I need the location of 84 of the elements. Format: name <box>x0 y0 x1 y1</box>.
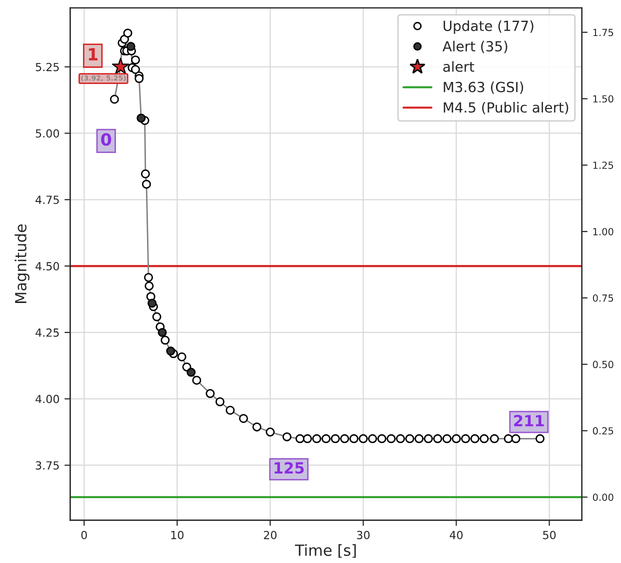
legend-label: alert <box>443 61 474 72</box>
legend-label: Alert (35) <box>442 40 508 54</box>
point <box>152 312 162 322</box>
point <box>239 414 248 423</box>
x-tick-label: 50 <box>543 530 556 540</box>
point <box>368 434 378 444</box>
y-tick-label: 4.75 <box>36 196 59 204</box>
point <box>396 434 405 444</box>
x-tick-label: 10 <box>171 530 184 540</box>
point <box>144 272 154 282</box>
y2-tick-label: 0.25 <box>592 427 614 435</box>
point <box>405 434 414 444</box>
point <box>130 55 140 64</box>
x-tick-label: 20 <box>264 530 277 540</box>
point <box>452 434 461 444</box>
y2-tick-label: 1.25 <box>593 162 614 169</box>
y2-tick-label: 0.75 <box>592 294 614 302</box>
point <box>110 94 119 104</box>
y-tick-label: 4.25 <box>36 328 59 337</box>
point <box>142 180 151 189</box>
y2-tick-label: 0.50 <box>592 360 614 368</box>
point <box>160 336 170 345</box>
point <box>377 434 386 444</box>
point <box>424 434 433 444</box>
point <box>480 434 489 444</box>
legend-label: Update (177) <box>444 20 534 34</box>
annotation: 0 <box>101 133 112 146</box>
point <box>134 74 144 84</box>
annotation: 125 <box>274 462 304 474</box>
point <box>490 434 499 444</box>
point <box>312 434 322 444</box>
point <box>504 434 513 444</box>
point <box>192 376 202 385</box>
point <box>177 352 186 362</box>
point <box>358 434 368 444</box>
x-axis-title: Time [s] <box>294 544 356 558</box>
point <box>330 434 340 444</box>
y2-tick-label: 1.75 <box>593 28 614 36</box>
y-tick-label: 4.50 <box>36 262 60 270</box>
point <box>112 58 130 74</box>
point <box>136 114 146 123</box>
point <box>442 434 452 444</box>
point <box>349 434 358 444</box>
x-tick-label: 40 <box>450 530 463 540</box>
y-tick-label: 5.25 <box>36 62 59 72</box>
point <box>322 434 331 444</box>
point <box>461 434 470 444</box>
point <box>295 434 304 444</box>
point <box>252 422 262 432</box>
point <box>511 434 520 444</box>
point <box>186 368 196 377</box>
y2-tick-label: 1.50 <box>593 95 614 103</box>
point <box>126 42 136 51</box>
x-tick-label: 0 <box>81 530 87 540</box>
point <box>215 397 224 406</box>
annotation: 211 <box>514 414 544 426</box>
y2-tick-label: 0.00 <box>592 494 614 501</box>
y-tick-label: 5.00 <box>36 129 60 138</box>
point <box>226 406 235 415</box>
point <box>470 434 480 444</box>
point <box>536 434 545 444</box>
point <box>130 65 140 74</box>
point <box>144 281 154 290</box>
annotation: 1 <box>88 48 98 60</box>
point <box>433 434 442 444</box>
point <box>414 434 424 444</box>
y-tick-label: 4.00 <box>36 394 60 404</box>
legend-label: M3.63 (GSI) <box>444 82 524 94</box>
x-tick-label: 30 <box>357 530 370 540</box>
point <box>158 328 167 337</box>
legend-label: M4.5 (Public alert) <box>444 102 568 114</box>
point <box>166 346 176 356</box>
point <box>302 434 312 444</box>
point <box>148 298 157 308</box>
point <box>266 428 275 437</box>
point <box>340 434 350 444</box>
point <box>123 28 132 38</box>
point <box>140 169 150 178</box>
y2-tick-label: 1.00 <box>593 228 614 236</box>
point <box>386 434 396 444</box>
y-axis-title: Magnitude <box>14 224 30 304</box>
point <box>282 432 292 442</box>
y-tick-label: 3.75 <box>36 461 59 470</box>
point <box>206 389 215 398</box>
